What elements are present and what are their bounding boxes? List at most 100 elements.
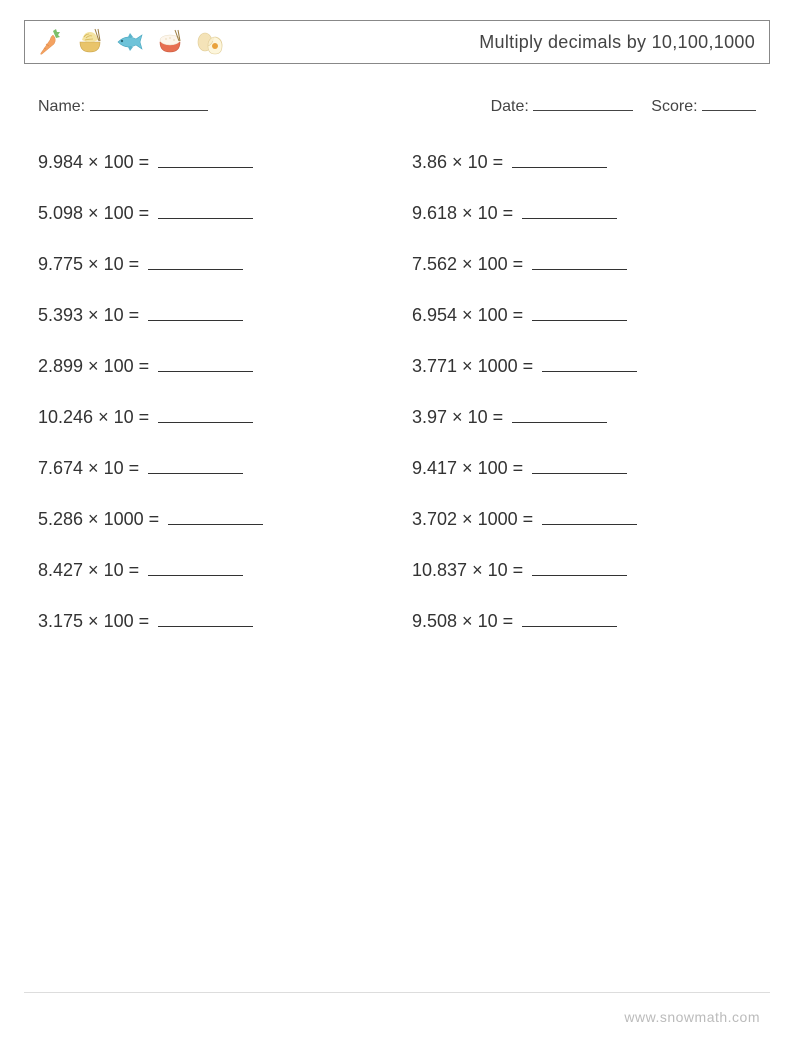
fish-icon [113, 25, 147, 59]
operand-a: 2.899 [38, 356, 83, 376]
operand-b: 100 [104, 611, 134, 631]
score-field: Score: [651, 98, 756, 116]
answer-blank[interactable] [168, 524, 263, 525]
problem: 7.562 × 100 = [412, 254, 756, 275]
operand-b: 10 [104, 458, 124, 478]
operand-a: 5.393 [38, 305, 83, 325]
answer-blank[interactable] [158, 422, 253, 423]
operand-b: 10 [104, 254, 124, 274]
problem: 10.837 × 10 = [412, 560, 756, 581]
operand-a: 3.86 [412, 152, 447, 172]
operand-b: 10 [114, 407, 134, 427]
problem: 3.702 × 1000 = [412, 509, 756, 530]
operand-b: 100 [478, 254, 508, 274]
noodle-bowl-icon [73, 25, 107, 59]
eggs-icon [193, 25, 227, 59]
answer-blank[interactable] [158, 167, 253, 168]
operand-b: 100 [478, 305, 508, 325]
answer-blank[interactable] [522, 218, 617, 219]
rice-bowl-icon [153, 25, 187, 59]
operand-b: 10 [478, 203, 498, 223]
problem: 8.427 × 10 = [38, 560, 382, 581]
operand-a: 9.984 [38, 152, 83, 172]
operand-b: 10 [478, 611, 498, 631]
problem: 6.954 × 100 = [412, 305, 756, 326]
answer-blank[interactable] [522, 626, 617, 627]
problem: 3.97 × 10 = [412, 407, 756, 428]
date-label: Date: [491, 98, 529, 115]
operand-b: 100 [104, 152, 134, 172]
score-label: Score: [651, 98, 697, 115]
problem: 5.393 × 10 = [38, 305, 382, 326]
answer-blank[interactable] [148, 320, 243, 321]
answer-blank[interactable] [532, 269, 627, 270]
problem: 9.775 × 10 = [38, 254, 382, 275]
problem: 3.175 × 100 = [38, 611, 382, 632]
operand-b: 10 [468, 407, 488, 427]
answer-blank[interactable] [158, 371, 253, 372]
operand-a: 10.837 [412, 560, 467, 580]
problem: 3.86 × 10 = [412, 152, 756, 173]
operand-a: 9.775 [38, 254, 83, 274]
answer-blank[interactable] [158, 626, 253, 627]
operand-a: 9.417 [412, 458, 457, 478]
operand-a: 10.246 [38, 407, 93, 427]
operand-a: 5.098 [38, 203, 83, 223]
answer-blank[interactable] [158, 218, 253, 219]
operand-a: 6.954 [412, 305, 457, 325]
answer-blank[interactable] [148, 575, 243, 576]
info-row: Name: Date: Score: [38, 98, 756, 116]
operand-b: 1000 [104, 509, 144, 529]
operand-b: 100 [104, 356, 134, 376]
operand-b: 10 [488, 560, 508, 580]
header-box: Multiply decimals by 10,100,1000 [24, 20, 770, 64]
answer-blank[interactable] [148, 473, 243, 474]
operand-a: 3.175 [38, 611, 83, 631]
problem: 7.674 × 10 = [38, 458, 382, 479]
worksheet-title: Multiply decimals by 10,100,1000 [479, 32, 755, 53]
answer-blank[interactable] [532, 575, 627, 576]
operand-a: 3.702 [412, 509, 457, 529]
info-right: Date: Score: [491, 98, 756, 116]
date-field: Date: [491, 98, 634, 116]
operand-b: 100 [104, 203, 134, 223]
date-blank[interactable] [533, 110, 633, 111]
problem: 9.618 × 10 = [412, 203, 756, 224]
problem: 5.286 × 1000 = [38, 509, 382, 530]
problem: 9.984 × 100 = [38, 152, 382, 173]
worksheet-page: Multiply decimals by 10,100,1000 Name: D… [0, 0, 794, 1053]
operand-a: 8.427 [38, 560, 83, 580]
operand-b: 100 [478, 458, 508, 478]
problem: 5.098 × 100 = [38, 203, 382, 224]
answer-blank[interactable] [542, 371, 637, 372]
problem: 2.899 × 100 = [38, 356, 382, 377]
answer-blank[interactable] [148, 269, 243, 270]
operand-a: 7.562 [412, 254, 457, 274]
operand-a: 3.97 [412, 407, 447, 427]
operand-b: 10 [104, 560, 124, 580]
problem: 3.771 × 1000 = [412, 356, 756, 377]
answer-blank[interactable] [512, 167, 607, 168]
operand-a: 9.508 [412, 611, 457, 631]
answer-blank[interactable] [542, 524, 637, 525]
operand-a: 5.286 [38, 509, 83, 529]
answer-blank[interactable] [512, 422, 607, 423]
name-field: Name: [38, 98, 208, 116]
carrot-icon [33, 25, 67, 59]
operand-a: 7.674 [38, 458, 83, 478]
problem: 9.508 × 10 = [412, 611, 756, 632]
problem: 10.246 × 10 = [38, 407, 382, 428]
name-blank[interactable] [90, 110, 208, 111]
answer-blank[interactable] [532, 473, 627, 474]
operand-a: 3.771 [412, 356, 457, 376]
footer-separator [24, 992, 770, 993]
operand-b: 10 [468, 152, 488, 172]
operand-b: 1000 [478, 509, 518, 529]
name-label: Name: [38, 98, 85, 115]
problem: 9.417 × 100 = [412, 458, 756, 479]
header-icons [33, 25, 227, 59]
problems-grid: 9.984 × 100 = 3.86 × 10 = 5.098 × 100 = … [38, 152, 756, 632]
footer-url: www.snowmath.com [624, 1009, 760, 1025]
score-blank[interactable] [702, 110, 756, 111]
answer-blank[interactable] [532, 320, 627, 321]
